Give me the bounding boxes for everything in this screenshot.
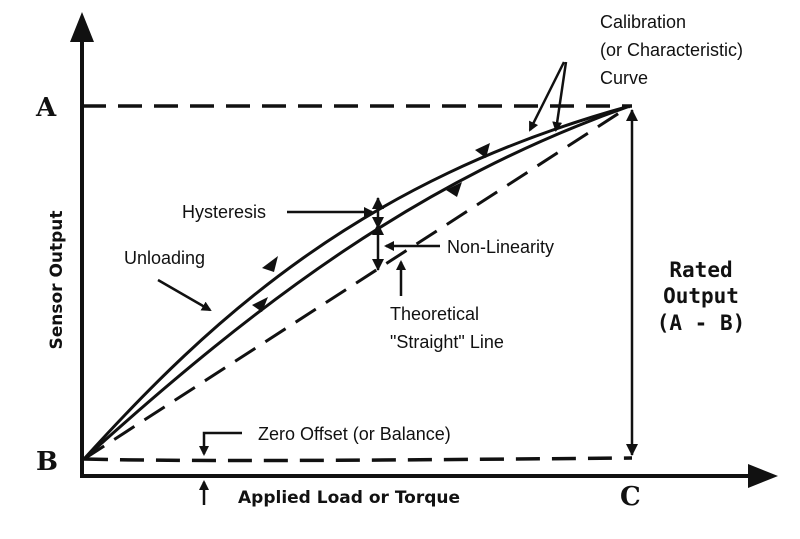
calibration-label-line3: Curve [600,68,648,88]
calibration-label-line1: Calibration [600,12,686,32]
loading-direction-arrow-2 [446,182,462,197]
rated-output-label-line1: Rated [669,258,732,282]
point-b-label: B [36,447,58,477]
hysteresis-label: Hysteresis [182,202,266,222]
point-a-label: A [35,93,57,123]
loading-curve [82,104,631,461]
unloading-curve [82,104,631,461]
loading-direction-arrow-1 [252,297,268,312]
theoretical-straight-line [83,104,631,461]
rated-output-label-line3: (A - B) [657,311,746,335]
non-linearity-label: Non-Linearity [447,237,554,257]
zero-offset-label: Zero Offset (or Balance) [258,424,451,444]
y-axis-arrowhead [70,12,94,42]
x-axis-label: Applied Load or Torque [238,488,460,508]
theoretical-label-line1: Theoretical [390,304,479,324]
calibration-pointer-2 [552,61,568,132]
zero-offset-pointer [199,431,242,456]
unloading-direction-arrow-2 [475,143,490,158]
calibration-label-line2: (or Characteristic) [600,40,743,60]
unloading-pointer [157,278,212,312]
unloading-label: Unloading [124,248,205,268]
zero-offset-dashed-line [83,456,633,463]
point-c-label: C [620,482,641,512]
y-axis-label: Sensor Output [47,210,67,349]
calibration-pointer-1 [528,61,566,132]
x-axis-arrowhead [748,464,778,488]
rated-output-label-line2: Output [663,284,739,308]
theoretical-label-line2: "Straight" Line [390,332,504,352]
unloading-direction-arrow-1 [262,256,278,272]
